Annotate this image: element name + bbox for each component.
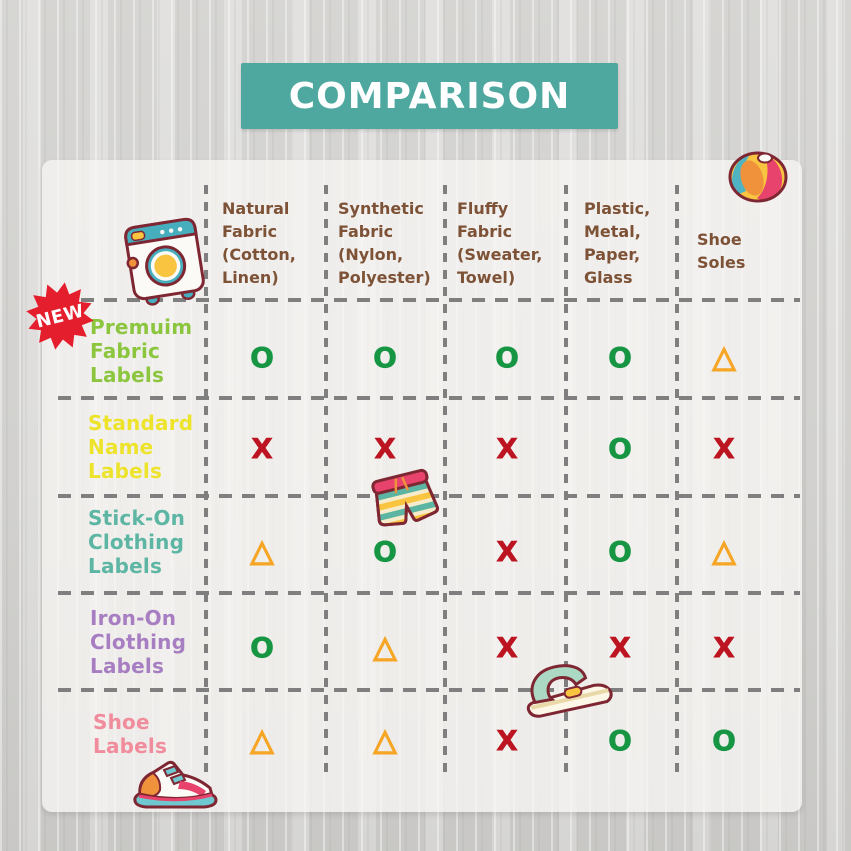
cell-symbol: X — [496, 432, 518, 466]
row-label-premium-fabric-labels: Premuim Fabric Labels — [90, 315, 193, 387]
title-banner: COMPARISON — [241, 63, 618, 129]
washing-machine-icon — [119, 214, 211, 309]
cell-symbol: X — [496, 631, 518, 665]
cell-symbol: O — [712, 724, 736, 758]
row-label-stick-on-clothing-labels: Stick-On Clothing Labels — [88, 506, 186, 578]
cell-symbol: △ — [712, 339, 737, 376]
shorts-icon — [365, 465, 446, 544]
cell-symbol: O — [608, 341, 632, 375]
row-divider — [58, 298, 800, 302]
cell-symbol: X — [496, 535, 518, 569]
cell-symbol: O — [250, 341, 274, 375]
cell-symbol: X — [496, 724, 518, 758]
cell-symbol: O — [250, 631, 274, 665]
row-label-shoe-labels: Shoe Labels — [93, 710, 168, 758]
cell-symbol: △ — [250, 722, 275, 759]
page-title: COMPARISON — [288, 75, 571, 117]
new-badge: NEW — [26, 282, 94, 350]
cell-symbol: △ — [373, 722, 398, 759]
column-header-natural-fabric: Natural Fabric (Cotton, Linen) — [222, 199, 296, 287]
cell-symbol: X — [713, 631, 735, 665]
sneaker-icon — [130, 759, 220, 809]
cell-symbol: X — [374, 432, 396, 466]
cell-symbol: △ — [712, 533, 737, 570]
row-divider — [58, 396, 800, 400]
cell-symbol: △ — [250, 533, 275, 570]
column-header-synthetic-fabric: Synthetic Fabric (Nylon, Polyester) — [338, 199, 431, 287]
cell-symbol: △ — [373, 629, 398, 666]
cell-symbol: O — [373, 341, 397, 375]
column-divider — [564, 185, 568, 773]
starburst-icon — [26, 282, 94, 350]
iron-icon — [520, 653, 620, 720]
cell-symbol: X — [251, 432, 273, 466]
cell-symbol: O — [608, 535, 632, 569]
cell-symbol: O — [608, 724, 632, 758]
column-divider — [443, 185, 447, 773]
cell-symbol: O — [373, 535, 397, 569]
column-divider — [204, 185, 208, 773]
cell-symbol: O — [608, 432, 632, 466]
row-divider — [58, 591, 800, 595]
column-header-plastic-metal: Plastic, Metal, Paper, Glass — [584, 199, 651, 287]
row-label-iron-on-clothing-labels: Iron-On Clothing Labels — [90, 606, 187, 678]
beach-ball-icon — [727, 151, 789, 203]
cell-symbol: X — [713, 432, 735, 466]
cell-symbol: O — [495, 341, 519, 375]
row-label-standard-name-labels: Standard Name Labels — [88, 411, 194, 483]
row-divider — [58, 688, 800, 692]
column-divider — [675, 185, 679, 773]
column-divider — [324, 185, 328, 773]
column-header-shoe-soles: Shoe Soles — [697, 230, 746, 272]
column-header-fluffy-fabric: Fluffy Fabric (Sweater, Towel) — [457, 199, 543, 287]
cell-symbol: X — [609, 631, 631, 665]
